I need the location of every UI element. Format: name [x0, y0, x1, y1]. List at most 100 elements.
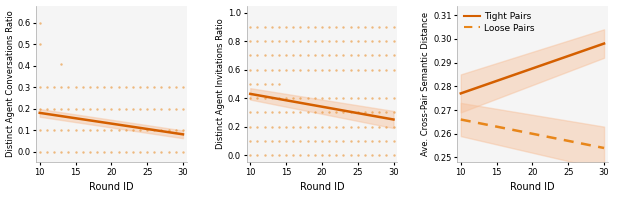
Point [388, 25, 399, 28]
Point [84, 107, 95, 110]
Point [70, 128, 81, 132]
Point [317, 40, 327, 43]
Point [331, 154, 341, 157]
Point [84, 150, 95, 153]
Point [360, 125, 370, 128]
Point [346, 97, 356, 100]
Point [274, 111, 284, 114]
Point [171, 107, 181, 110]
Point [374, 25, 384, 28]
Point [274, 154, 284, 157]
Point [388, 40, 399, 43]
Point [381, 40, 392, 43]
Point [388, 68, 399, 71]
Point [339, 40, 349, 43]
Point [99, 107, 109, 110]
Point [252, 111, 262, 114]
Point [388, 154, 399, 157]
Point [259, 82, 269, 85]
Y-axis label: Ave. Cross-Pair Semantic Distance: Ave. Cross-Pair Semantic Distance [421, 12, 430, 156]
Point [135, 107, 145, 110]
Point [106, 107, 116, 110]
Point [259, 40, 269, 43]
Point [63, 150, 74, 153]
Point [281, 139, 291, 142]
Point [288, 125, 298, 128]
Point [274, 40, 284, 43]
Point [252, 40, 262, 43]
Point [331, 111, 341, 114]
Point [135, 128, 145, 132]
Point [381, 97, 392, 100]
Point [35, 128, 45, 132]
Point [245, 154, 255, 157]
Point [339, 111, 349, 114]
Point [77, 107, 88, 110]
Point [288, 25, 298, 28]
Point [245, 68, 255, 71]
Point [149, 128, 159, 132]
Point [42, 85, 52, 89]
Point [331, 68, 341, 71]
Legend: Tight Pairs, Loose Pairs: Tight Pairs, Loose Pairs [461, 10, 536, 34]
Point [360, 54, 370, 57]
Point [56, 85, 67, 89]
Point [374, 139, 384, 142]
Point [267, 125, 277, 128]
Point [346, 54, 356, 57]
Point [259, 111, 269, 114]
Point [259, 139, 269, 142]
Point [106, 150, 116, 153]
Point [288, 97, 298, 100]
Point [346, 25, 356, 28]
Point [388, 139, 399, 142]
Point [295, 97, 305, 100]
Point [388, 111, 399, 114]
Point [353, 97, 363, 100]
Point [252, 82, 262, 85]
Point [295, 25, 305, 28]
Point [267, 97, 277, 100]
Point [281, 125, 291, 128]
Point [353, 154, 363, 157]
Point [367, 25, 377, 28]
Point [92, 85, 102, 89]
Point [317, 54, 327, 57]
Point [274, 25, 284, 28]
Point [310, 97, 320, 100]
Point [135, 85, 145, 89]
Point [35, 42, 45, 46]
Point [142, 128, 152, 132]
Point [324, 54, 334, 57]
Point [259, 125, 269, 128]
Point [42, 107, 52, 110]
Point [128, 128, 138, 132]
Point [281, 25, 291, 28]
Point [324, 40, 334, 43]
Point [164, 107, 174, 110]
Point [281, 68, 291, 71]
Point [310, 139, 320, 142]
Point [49, 85, 59, 89]
Point [178, 150, 188, 153]
Point [310, 111, 320, 114]
Point [317, 154, 327, 157]
Point [63, 85, 74, 89]
Point [259, 68, 269, 71]
Point [381, 68, 392, 71]
Point [267, 82, 277, 85]
Point [310, 25, 320, 28]
Point [346, 111, 356, 114]
Point [317, 25, 327, 28]
Point [367, 40, 377, 43]
Point [346, 154, 356, 157]
Point [339, 125, 349, 128]
Point [374, 154, 384, 157]
Point [374, 97, 384, 100]
Point [245, 139, 255, 142]
Point [128, 150, 138, 153]
Point [353, 125, 363, 128]
Point [49, 128, 59, 132]
Point [128, 85, 138, 89]
Point [288, 40, 298, 43]
